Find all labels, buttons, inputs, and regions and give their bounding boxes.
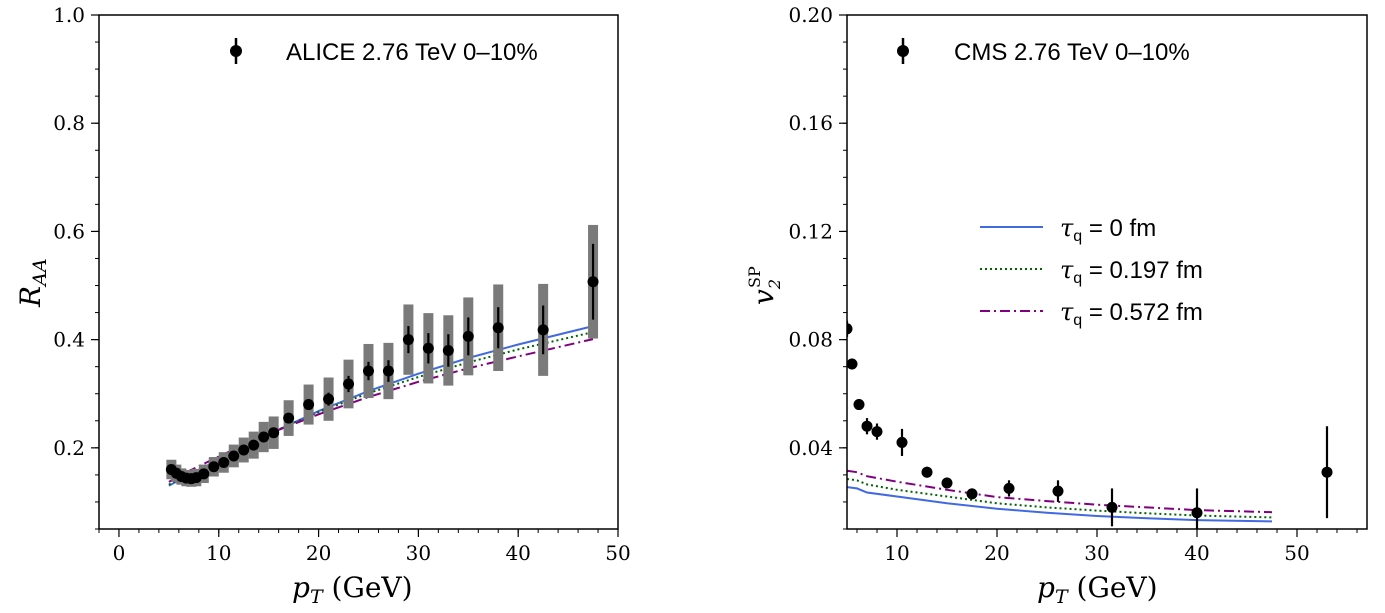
- data-point: [1106, 501, 1118, 513]
- left-x-tick-label: 50: [605, 541, 630, 565]
- left-x-tick-label: 30: [406, 541, 431, 565]
- right-y-tick-label: 0.08: [788, 328, 833, 352]
- right-legend-label: CMS 2.76 TeV 0–10%: [954, 39, 1190, 66]
- right-data-legend: CMS 2.76 TeV 0–10%: [897, 38, 1190, 66]
- data-point: [238, 444, 250, 456]
- data-point: [248, 439, 260, 451]
- data-point: [966, 488, 978, 500]
- left-ticks: 0 10 20 30 40 50 0.2 0.4 0.6 0.8 1.0: [53, 3, 631, 565]
- right-legend-marker: [897, 45, 909, 57]
- data-point: [847, 358, 858, 370]
- left-x-tick-label: 0: [113, 541, 126, 565]
- right-ticks: 10 20 30 40 50 0.04 0.08 0.12 0.16 0.20: [788, 3, 1358, 565]
- data-point: [1191, 507, 1203, 519]
- left-axes-frame: [98, 14, 619, 530]
- left-x-axis-label: pT (GeV): [292, 571, 413, 608]
- left-x-tick-label: 40: [505, 541, 530, 565]
- data-point: [847, 323, 853, 335]
- data-point: [853, 399, 865, 411]
- right-x-tick-label: 30: [1084, 541, 1109, 565]
- data-point: [258, 431, 270, 443]
- left-y-tick-label: 0.2: [53, 436, 85, 460]
- left-y-axis-label: RAA: [14, 258, 51, 308]
- left-legend-marker: [230, 45, 242, 57]
- data-point: [362, 365, 374, 377]
- right-x-axis-label: pT (GeV): [1037, 571, 1158, 608]
- data-point: [896, 436, 908, 448]
- data-point: [442, 344, 454, 356]
- right-y-axis-label: v2SP: [745, 266, 784, 305]
- left-legend-label: ALICE 2.76 TeV 0–10%: [286, 39, 538, 66]
- data-point: [323, 393, 335, 405]
- right-model-curves: [847, 469, 1273, 523]
- legend-label-tau0: τq = 0 fm: [1060, 214, 1156, 245]
- data-point: [218, 456, 230, 468]
- data-point: [1052, 485, 1064, 497]
- data-point: [198, 468, 210, 480]
- right-panel: 10 20 30 40 50 0.04 0.08 0.12 0.16 0.20 CMS 2.76 …: [745, 3, 1368, 608]
- data-point: [861, 420, 873, 432]
- left-y-tick-label: 0.8: [53, 111, 85, 135]
- right-y-tick-label: 0.04: [788, 436, 833, 460]
- right-axes-frame: [846, 14, 1368, 530]
- left-y-tick-label: 0.6: [53, 219, 85, 243]
- right-x-tick-label: 50: [1284, 541, 1309, 565]
- left-x-tick-label: 20: [306, 541, 331, 565]
- right-y-tick-label: 0.16: [788, 111, 833, 135]
- data-point: [941, 477, 953, 489]
- right-x-tick-label: 20: [984, 541, 1009, 565]
- data-point: [492, 322, 504, 334]
- right-x-tick-label: 10: [884, 541, 909, 565]
- data-point: [228, 450, 240, 462]
- data-point: [208, 461, 220, 473]
- right-data-points: [847, 320, 1333, 529]
- data-point: [1321, 466, 1333, 478]
- legend-label-tau197: τq = 0.197 fm: [1060, 256, 1203, 287]
- data-point: [402, 334, 414, 346]
- data-point: [587, 276, 599, 288]
- data-point: [1003, 482, 1015, 494]
- legend-label-tau572: τq = 0.572 fm: [1060, 298, 1203, 329]
- data-point: [303, 399, 315, 411]
- left-data-points: [165, 243, 599, 485]
- left-systematic-bars: [166, 224, 599, 487]
- right-model-legend: τq = 0 fm τq = 0.197 fm τq = 0.572 fm: [980, 214, 1203, 329]
- data-point: [462, 330, 474, 342]
- right-y-tick-label: 0.12: [788, 219, 833, 243]
- data-point: [422, 342, 434, 354]
- data-point: [537, 324, 549, 336]
- left-x-tick-label: 10: [206, 541, 231, 565]
- left-y-tick-label: 0.4: [53, 328, 85, 352]
- right-y-tick-label: 0.20: [788, 3, 833, 27]
- left-y-tick-label: 1.0: [53, 3, 85, 27]
- left-panel: 0 10 20 30 40 50 0.2 0.4 0.6 0.8 1.0 ALICE 2.76 Te…: [14, 3, 631, 608]
- data-point: [283, 412, 295, 424]
- right-x-tick-label: 40: [1184, 541, 1209, 565]
- left-legend: ALICE 2.76 TeV 0–10%: [230, 38, 538, 66]
- data-point: [382, 365, 394, 377]
- data-point: [871, 426, 883, 438]
- right-model-curve-0: [847, 486, 1273, 523]
- data-point: [921, 466, 933, 478]
- data-point: [343, 378, 355, 390]
- data-point: [268, 427, 280, 439]
